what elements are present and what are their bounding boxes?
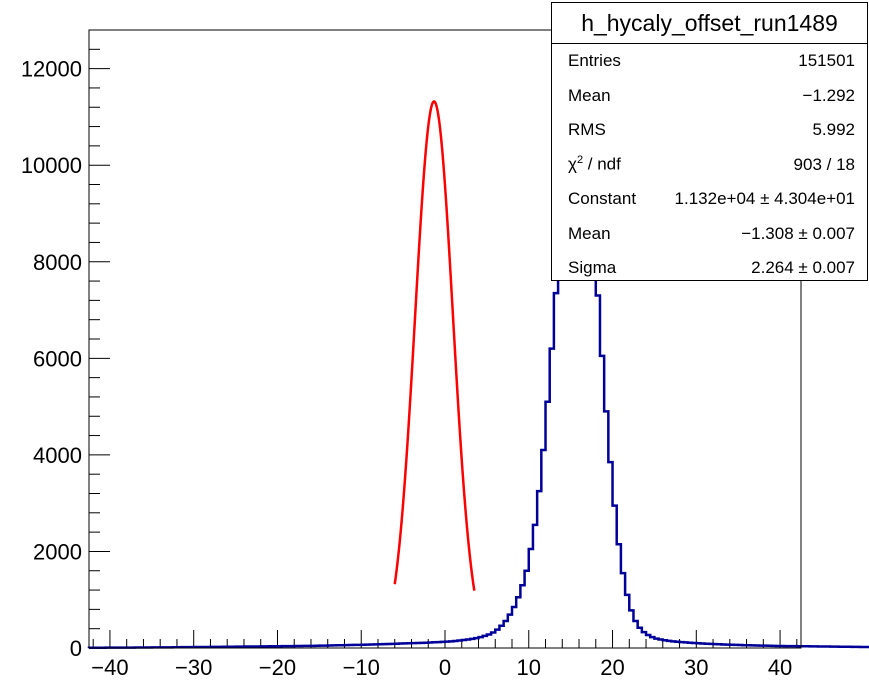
- x-tick-label: 40: [768, 655, 792, 680]
- stats-value: −1.292: [802, 85, 855, 105]
- y-tick-label: 8000: [33, 250, 82, 275]
- stats-label: Constant: [568, 189, 637, 209]
- x-tick-label: 0: [439, 655, 451, 680]
- histogram-series: [87, 55, 869, 650]
- chi-symbol: χ: [568, 155, 577, 175]
- y-tick-label: 0: [70, 636, 82, 661]
- stats-box: h_hycaly_offset_run1489 Entries 151501 M…: [551, 2, 868, 281]
- stats-value: 151501: [798, 51, 855, 71]
- plot-frame: [88, 29, 802, 649]
- stats-value: 5.992: [812, 120, 855, 140]
- stats-label: RMS: [568, 120, 606, 140]
- stats-label: Entries: [568, 51, 621, 71]
- stats-row-mean: Mean −1.292: [552, 79, 867, 114]
- chi-superscript: 2: [576, 154, 584, 167]
- x-tick-label: −20: [259, 655, 296, 680]
- y-tick-label: 2000: [33, 539, 82, 564]
- stats-label: Mean: [568, 85, 611, 105]
- stats-row-chi2: χ2 / ndf 903 / 18: [552, 148, 867, 183]
- ndf-label: / ndf: [583, 155, 621, 175]
- y-tick-label: 12000: [21, 57, 82, 82]
- x-tick-label: 20: [600, 655, 624, 680]
- stats-row-sigma: Sigma 2.264 ± 0.007: [552, 251, 867, 286]
- stats-value: 903 / 18: [793, 154, 855, 174]
- stats-row-fit-mean: Mean −1.308 ± 0.007: [552, 217, 867, 252]
- stats-row-entries: Entries 151501: [552, 44, 867, 79]
- y-tick-label: 6000: [33, 346, 82, 371]
- y-tick-label: 10000: [21, 153, 82, 178]
- stats-value: 1.132e+04 ± 4.304e+01: [674, 189, 855, 209]
- gaussian-fit-curve: [393, 100, 476, 591]
- x-tick-label: 30: [684, 655, 708, 680]
- x-tick-label: −40: [91, 655, 128, 680]
- x-tick-label: −10: [343, 655, 380, 680]
- stats-title: h_hycaly_offset_run1489: [552, 3, 867, 44]
- stats-row-rms: RMS 5.992: [552, 113, 867, 148]
- y-tick-label: 4000: [33, 443, 82, 468]
- stats-label: χ2 / ndf: [568, 154, 621, 175]
- stats-value: 2.264 ± 0.007: [751, 258, 855, 278]
- stats-label: Sigma: [568, 258, 617, 278]
- stats-row-constant: Constant 1.132e+04 ± 4.304e+01: [552, 182, 867, 217]
- stats-label: Mean: [568, 223, 611, 243]
- stats-value: −1.308 ± 0.007: [741, 223, 855, 243]
- x-tick-label: −30: [175, 655, 212, 680]
- x-tick-label: 10: [517, 655, 541, 680]
- tick-labels: −40 −30 −20 −10 0 10 20 30 40 0 2000 4000 6000 8000 10…: [21, 57, 792, 680]
